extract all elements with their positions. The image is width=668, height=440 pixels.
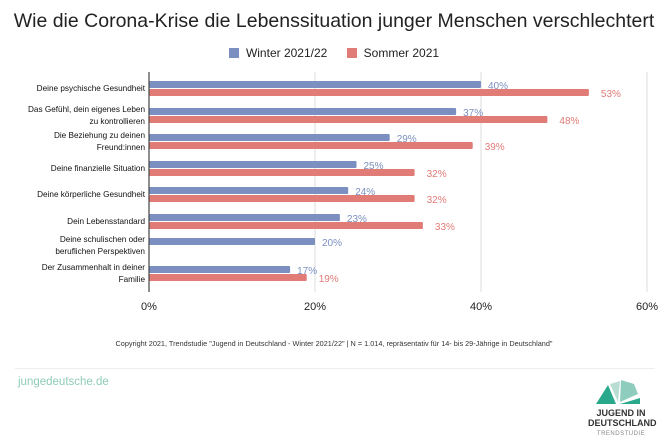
bar-winter — [149, 81, 481, 88]
jugend-in-deutschland-logo: JUGEND IN DEUTSCHLAND TRENDSTUDIE — [588, 378, 657, 438]
data-label: 32% — [427, 169, 447, 180]
bar-sommer — [149, 274, 307, 281]
data-label: 25% — [364, 161, 384, 172]
bar-chart: 0% 20% 40% 60% Deine psychische Gesundheit 40… — [28, 72, 658, 313]
bar-sommer — [149, 195, 415, 202]
bar-sommer — [149, 169, 415, 176]
bar-winter — [149, 266, 291, 273]
divider — [15, 368, 655, 369]
category-label: Dein Lebensstandard — [67, 217, 145, 226]
copyright-note: Copyright 2021, Trendstudie "Jugend in D… — [115, 339, 553, 348]
legend: Winter 2021/22 Sommer 2021 — [0, 46, 668, 61]
category-label: Das Gefühl, dein eigenes Leben zu kontrol… — [28, 105, 145, 126]
data-label: 17% — [297, 266, 317, 277]
bar-winter — [149, 214, 340, 221]
category-label: Deine psychische Gesundheit — [37, 84, 146, 93]
data-label: 33% — [435, 222, 455, 233]
data-label: 24% — [355, 187, 375, 198]
data-label: 39% — [485, 142, 505, 153]
website-link[interactable]: jungedeutsche.de — [18, 376, 109, 388]
bar-winter — [149, 187, 349, 194]
bar-sommer — [149, 222, 423, 229]
data-label: 48% — [559, 116, 579, 127]
data-label: 29% — [397, 134, 417, 145]
legend-label-sommer: Sommer 2021 — [363, 46, 440, 60]
category-label: Deine körperliche Gesundheit — [37, 190, 146, 199]
category-label: Die Beziehung zu deinen Freund:innen — [54, 131, 145, 152]
chart-title: Wie die Corona-Krise die Lebenssituation… — [13, 10, 655, 32]
x-tick-label: 60% — [636, 301, 658, 313]
legend-item-winter: Winter 2021/22 — [228, 46, 328, 60]
legend-label-winter: Winter 2021/22 — [245, 46, 328, 60]
logo-line1: JUGEND IN — [596, 408, 646, 418]
data-label: 19% — [319, 274, 339, 285]
category-label: Deine finanzielle Situation — [51, 164, 146, 173]
data-label: 40% — [488, 81, 508, 92]
x-tick-label: 0% — [141, 301, 157, 313]
bar-winter — [149, 134, 390, 141]
bar-winter — [149, 108, 457, 115]
x-tick-label: 20% — [304, 301, 326, 313]
logo-mark-icon — [596, 380, 640, 404]
legend-item-sommer: Sommer 2021 — [346, 46, 440, 60]
bar-sommer — [149, 116, 548, 123]
data-label: 23% — [347, 214, 367, 225]
data-label: 37% — [463, 108, 483, 119]
legend-swatch-winter — [228, 48, 239, 58]
logo-line3: TRENDSTUDIE — [596, 431, 646, 437]
legend-swatch-sommer — [346, 48, 357, 58]
bar-winter — [149, 161, 357, 168]
category-label: Deine schulischen oder beruflichen Perspe… — [55, 235, 145, 256]
bar-sommer — [149, 89, 589, 96]
logo-line2: DEUTSCHLAND — [588, 418, 657, 428]
category-label: Der Zusammenhalt in deiner Familie — [42, 263, 146, 284]
data-label: 32% — [427, 195, 447, 206]
bar-sommer — [149, 142, 473, 149]
data-label: 20% — [322, 238, 342, 249]
x-tick-label: 40% — [470, 301, 492, 313]
bar-winter — [149, 238, 315, 245]
data-label: 53% — [601, 89, 621, 100]
